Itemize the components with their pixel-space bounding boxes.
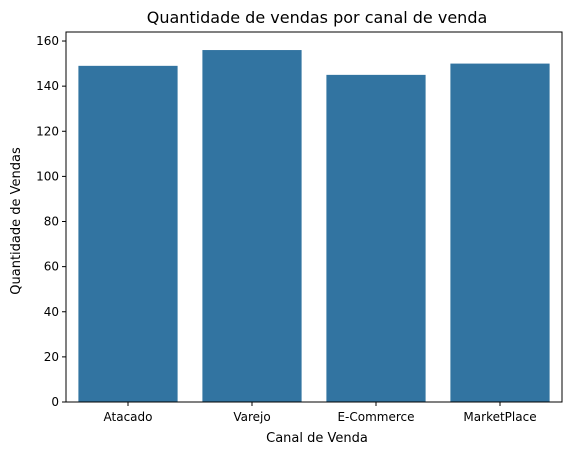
chart-title: Quantidade de vendas por canal de venda — [147, 8, 488, 27]
x-axis-label: Canal de Venda — [266, 431, 368, 446]
bar-e-commerce — [326, 74, 426, 403]
y-tick-label: 40 — [44, 305, 59, 319]
y-tick-label: 0 — [51, 395, 59, 409]
x-tick-label: MarketPlace — [463, 410, 536, 424]
bar-varejo — [202, 50, 302, 403]
y-axis-label: Quantidade de Vendas — [9, 147, 24, 295]
plot-area: 0 20 40 60 80 100 120 140 160 Atacado Varejo E-Comm… — [36, 31, 563, 424]
plot-frame — [65, 31, 563, 403]
y-tick-label: 60 — [44, 260, 59, 274]
y-tick-label: 120 — [36, 124, 59, 138]
y-tick-label: 20 — [44, 350, 59, 364]
bar-atacado — [78, 65, 178, 402]
x-tick-label: Varejo — [233, 410, 270, 424]
y-tick-label: 80 — [44, 215, 59, 229]
y-tick-label: 160 — [36, 34, 59, 48]
bar-marketplace — [450, 63, 550, 403]
x-tick-label: Atacado — [104, 410, 153, 424]
y-tick-label: 100 — [36, 169, 59, 183]
x-tick-label: E-Commerce — [337, 410, 414, 424]
y-tick-label: 140 — [36, 79, 59, 93]
